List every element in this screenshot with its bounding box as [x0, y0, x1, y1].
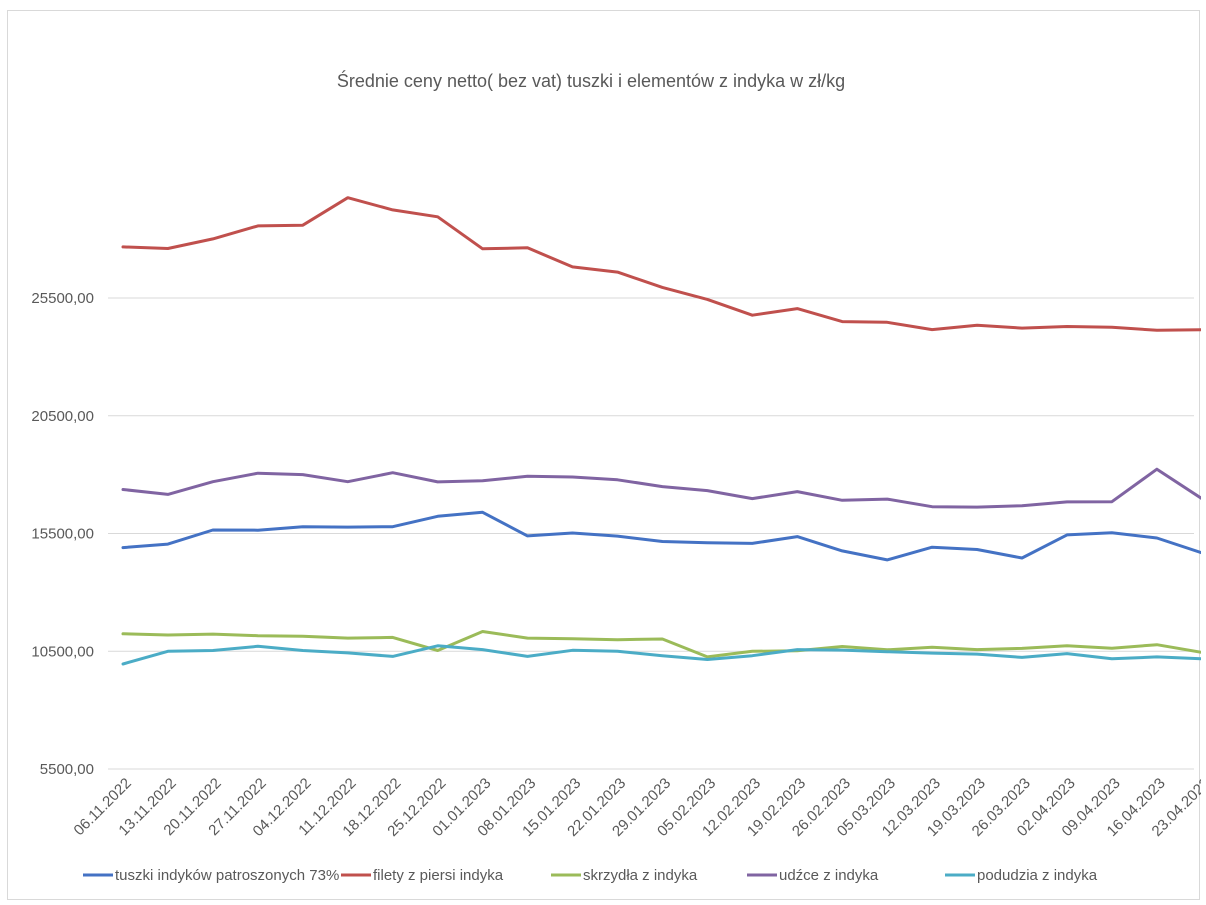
legend-item-4: udźce z indyka	[747, 867, 879, 884]
chart-title: Średnie ceny netto( bez vat) tuszki i el…	[337, 70, 845, 91]
series-lines	[121, 196, 1201, 666]
series-line-4	[121, 467, 1201, 509]
y-tick-label: 15500,00	[31, 526, 94, 543]
legend-label: tuszki indyków patroszonych 73%	[115, 867, 339, 884]
legend-item-2: filety z piersi indyka	[341, 867, 504, 884]
series-line-3	[121, 630, 1201, 659]
gridlines	[108, 297, 1194, 770]
legend: tuszki indyków patroszonych 73% filety z …	[83, 867, 1098, 884]
legend-item-3: skrzydła z indyka	[551, 867, 698, 884]
series-line-1	[121, 510, 1201, 562]
line-chart: Średnie ceny netto( bez vat) tuszki i el…	[31, 70, 1201, 884]
y-tick-label: 20500,00	[31, 408, 94, 425]
series-line-5	[121, 644, 1201, 666]
x-axis: 06.11.202213.11.202220.11.202227.11.2022…	[71, 775, 1201, 840]
legend-label: skrzydła z indyka	[583, 867, 698, 884]
legend-item-5: podudzia z indyka	[945, 867, 1098, 884]
y-tick-label: 25500,00	[31, 290, 94, 307]
legend-label: filety z piersi indyka	[373, 867, 504, 884]
legend-label: udźce z indyka	[779, 867, 879, 884]
legend-item-1: tuszki indyków patroszonych 73%	[83, 867, 339, 884]
series-line-2	[121, 196, 1201, 332]
legend-label: podudzia z indyka	[977, 867, 1098, 884]
y-tick-label: 5500,00	[40, 761, 94, 778]
chart-area: Średnie ceny netto( bez vat) tuszki i el…	[7, 10, 1201, 900]
y-axis: 5500,00 10500,00 15500,00 20500,00 25500,00	[31, 290, 94, 778]
y-tick-label: 10500,00	[31, 643, 94, 660]
